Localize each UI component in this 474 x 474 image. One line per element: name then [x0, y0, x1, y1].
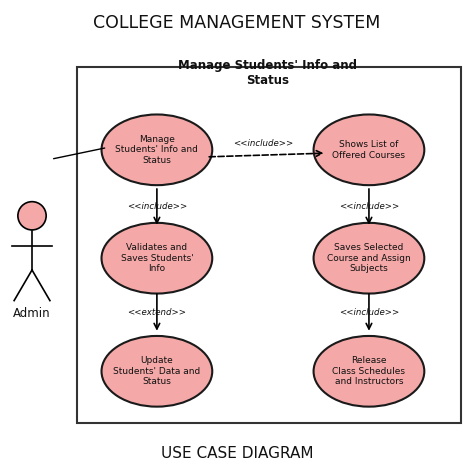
- Text: <<extend>>: <<extend>>: [128, 308, 186, 317]
- Text: <<include>>: <<include>>: [339, 308, 399, 317]
- Circle shape: [18, 201, 46, 230]
- Text: <<include>>: <<include>>: [233, 139, 293, 148]
- Text: Manage
Students' Info and
Status: Manage Students' Info and Status: [116, 135, 198, 165]
- Text: Update
Students' Data and
Status: Update Students' Data and Status: [113, 356, 201, 386]
- Ellipse shape: [314, 223, 424, 293]
- Text: USE CASE DIAGRAM: USE CASE DIAGRAM: [161, 446, 313, 461]
- Text: <<include>>: <<include>>: [127, 202, 187, 211]
- Ellipse shape: [101, 336, 212, 407]
- Text: Saves Selected
Course and Assign
Subjects: Saves Selected Course and Assign Subject…: [327, 243, 411, 273]
- Text: <<include>>: <<include>>: [339, 202, 399, 211]
- Text: Validates and
Saves Students'
Info: Validates and Saves Students' Info: [120, 243, 193, 273]
- Ellipse shape: [314, 115, 424, 185]
- FancyBboxPatch shape: [77, 67, 461, 423]
- Text: Shows List of
Offered Courses: Shows List of Offered Courses: [332, 140, 405, 160]
- Text: Admin: Admin: [13, 307, 51, 320]
- Ellipse shape: [101, 115, 212, 185]
- Ellipse shape: [314, 336, 424, 407]
- Text: Manage Students' Info and
Status: Manage Students' Info and Status: [178, 59, 357, 87]
- Text: Release
Class Schedules
and Instructors: Release Class Schedules and Instructors: [332, 356, 405, 386]
- Ellipse shape: [101, 223, 212, 293]
- Text: COLLEGE MANAGEMENT SYSTEM: COLLEGE MANAGEMENT SYSTEM: [93, 14, 381, 32]
